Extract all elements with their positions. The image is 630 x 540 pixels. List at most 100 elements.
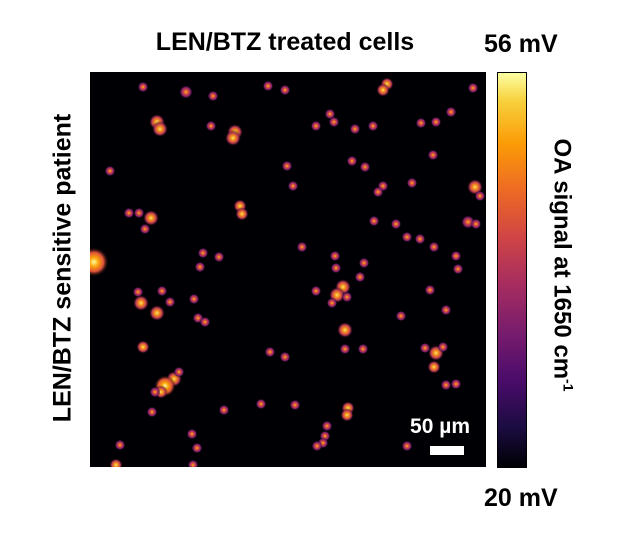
cell-dot <box>310 120 322 132</box>
cell-dot <box>401 231 413 243</box>
cell-dot <box>213 251 225 263</box>
cell-dot <box>310 285 322 297</box>
cell-dot <box>151 120 169 138</box>
cell-dot <box>341 291 353 303</box>
cell-dot <box>188 293 200 305</box>
cell-dot <box>132 294 150 312</box>
colorbar-min-label: 20 mV <box>484 484 558 512</box>
cell-dot <box>197 247 209 259</box>
cell-dot <box>390 218 402 230</box>
cell-dot <box>205 120 217 132</box>
cells-group <box>90 77 486 467</box>
cell-dot <box>262 80 274 92</box>
cell-dot <box>427 360 441 374</box>
colorbar-axis-label-superscript: -1 <box>560 379 577 392</box>
cell-dot <box>430 116 442 128</box>
cell-dot <box>368 215 380 227</box>
cell-dot <box>428 241 440 253</box>
cell-dot <box>340 408 354 422</box>
cell-dot <box>137 81 149 93</box>
cell-dot <box>336 321 354 339</box>
cell-dot <box>90 247 109 277</box>
cell-dot <box>452 263 464 275</box>
cell-dot <box>114 439 126 451</box>
cell-dot <box>104 165 116 177</box>
cell-dot <box>346 155 358 167</box>
cell-dot <box>132 286 144 298</box>
row-label: LEN/BTZ sensitive patient <box>48 113 77 423</box>
scalebar <box>430 446 464 455</box>
cell-dot <box>367 120 379 132</box>
cell-dot <box>401 440 413 452</box>
cell-dot <box>358 257 370 269</box>
cell-dot <box>136 340 150 354</box>
cell-dot <box>414 233 426 245</box>
colorbar-max-label: 56 mV <box>484 30 558 58</box>
cell-dot <box>372 186 384 198</box>
cell-dot <box>173 366 185 378</box>
cell-dot <box>191 442 203 454</box>
cell-dot <box>450 250 462 262</box>
cell-dot <box>156 285 168 297</box>
cell-dot <box>148 304 166 322</box>
figure-title: LEN/BTZ treated cells <box>155 28 415 56</box>
cell-dot <box>440 379 452 391</box>
cell-dot <box>186 428 198 440</box>
cell-dot <box>419 342 431 354</box>
cell-dot <box>427 149 439 161</box>
cell-dot <box>424 284 436 296</box>
cell-dot <box>415 117 427 129</box>
cells-layer <box>90 77 486 467</box>
colorbar-axis-label-text: OA signal at 1650 cm <box>548 138 576 380</box>
cell-dot <box>349 123 361 135</box>
oa-microscopy-image: 50 µm <box>90 72 486 467</box>
cell-dot <box>354 271 366 283</box>
cell-dot <box>437 341 449 353</box>
cell-dot <box>199 316 211 328</box>
cell-dot <box>359 161 371 173</box>
cell-dot <box>376 83 390 97</box>
cell-dot <box>146 406 158 418</box>
cell-dot <box>296 241 308 253</box>
cell-dot <box>470 218 482 230</box>
cell-dot <box>395 310 407 322</box>
cell-dot <box>224 129 242 147</box>
cell-dot <box>279 351 291 363</box>
colorbar <box>497 72 527 468</box>
cell-dot <box>330 262 342 274</box>
cell-dot <box>264 346 276 358</box>
cell-dot <box>445 106 457 118</box>
cell-dot <box>321 420 333 432</box>
cell-dot <box>311 440 323 452</box>
cell-dot <box>123 207 135 219</box>
cell-dot <box>357 343 369 355</box>
cell-dot <box>109 458 123 467</box>
cell-dot <box>326 297 338 309</box>
cell-dot <box>474 190 486 202</box>
cell-dot <box>287 180 299 192</box>
cell-dot <box>406 177 418 189</box>
cell-dot <box>329 250 341 262</box>
cell-dot <box>235 207 249 221</box>
cell-dot <box>149 386 161 398</box>
cell-dot <box>218 404 230 416</box>
cell-dot <box>164 296 176 308</box>
cell-dot <box>467 82 479 94</box>
cell-dot <box>139 223 151 235</box>
cell-dot <box>339 343 351 355</box>
cell-dot <box>324 108 336 120</box>
cell-dot <box>450 378 462 390</box>
cell-dot <box>142 209 160 227</box>
cell-dot <box>328 116 340 128</box>
cell-dot <box>281 160 293 172</box>
cell-dot <box>440 304 452 316</box>
scalebar-label: 50 µm <box>410 415 470 438</box>
cell-dot <box>255 398 267 410</box>
cell-dot <box>207 90 219 102</box>
cell-dot <box>289 399 301 411</box>
cell-dot <box>133 207 145 219</box>
cell-dot <box>279 84 291 96</box>
cell-dot <box>187 459 199 467</box>
colorbar-axis-label: OA signal at 1650 cm-1 <box>548 138 577 391</box>
cell-dot <box>179 85 193 99</box>
